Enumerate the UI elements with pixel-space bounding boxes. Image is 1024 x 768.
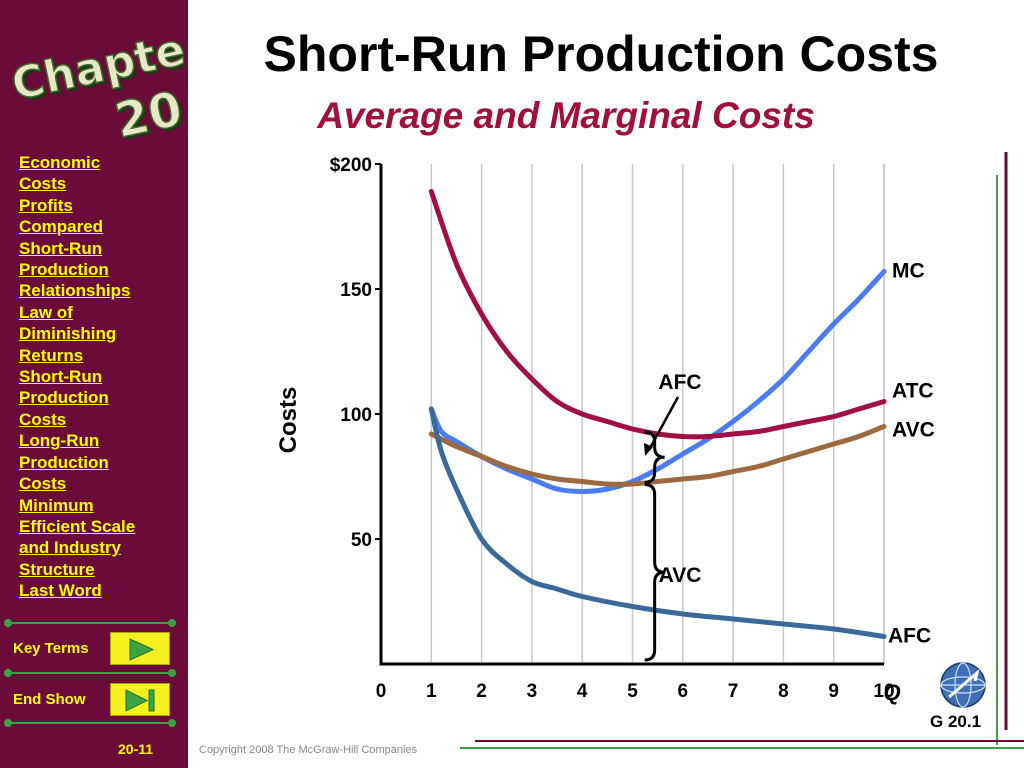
tick-labels: 0 1 2 3 4 5 6 7 8 9 10 $200 150 100 50 [330,155,895,702]
arrow-afc-line [647,396,680,451]
series-line-avc [428,424,887,487]
y-tick-label-50: 50 [351,530,372,551]
sidebar-item-short-run-production-relationships[interactable]: Short-Run Production Relationships [19,238,131,301]
sidebar-item-law-of-diminishing-returns[interactable]: Law of Diminishing Returns [19,302,117,365]
figure-id: G 20.1 [930,712,982,731]
grid [430,164,885,664]
annotation-label-avc-lower: AVC [659,564,702,587]
sidebar-nav: Economic Costs Profits Compared Short-Ru… [19,152,187,602]
sidebar: Chapter Chapter 20 20 Economic Costs Pro… [0,0,188,768]
x-tick-label-3: 3 [527,681,538,702]
x-tick-label-6: 6 [678,681,689,702]
y-axis-label: Costs [275,387,302,454]
sidebar-item-last-word[interactable]: Last Word [19,581,102,601]
sidebar-divider-middle [4,669,176,677]
y-tick-label-150: 150 [340,280,372,301]
series-line-mc [428,269,887,495]
brackets: AFC AVC [644,371,702,662]
x-tick-label-8: 8 [778,681,789,702]
x-tick-label-1: 1 [426,681,437,702]
globe-icon[interactable] [939,661,987,709]
chapter-number-group: 20 20 [109,80,184,144]
series-line-atc [428,189,887,440]
series-labels: MC ATC AVC AFC [888,260,935,648]
curves [428,189,887,639]
page-number: 20-11 [118,741,154,757]
x-tick-label-9: 9 [828,681,839,702]
key-terms-label: Key Terms [13,640,89,657]
slide-decorations [460,152,1024,749]
end-icon [125,689,155,712]
x-tick-label-7: 7 [728,681,739,702]
series-label-mc: MC [892,260,925,283]
x-tick-label-5: 5 [627,681,638,702]
copyright: Copyright 2008 The McGraw-Hill Companies [199,744,418,756]
sidebar-item-profits-compared[interactable]: Profits Compared [19,195,104,237]
x-tick-label-2: 2 [476,681,487,702]
play-icon [129,638,155,661]
sidebar-item-short-run-production-costs[interactable]: Short-Run Production Costs [19,367,109,429]
chapter-number: 20 [110,81,184,144]
sidebar-divider-bottom [4,719,176,727]
bracket-avc-lower [644,483,665,662]
sidebar-item-minimum-efficient-scale[interactable]: Minimum Efficient Scale and Industry Str… [19,495,136,579]
slide-subtitle: Average and Marginal Costs [317,95,815,136]
series-label-atc: ATC [892,380,934,403]
key-terms-button[interactable] [110,632,170,665]
x-tick-label-0: 0 [376,681,387,702]
series-label-avc: AVC [892,419,935,442]
x-tick-label-10: 10 [873,681,894,702]
annotation-label-afc-upper: AFC [658,371,701,394]
axes [375,163,884,666]
slide-title: Short-Run Production Costs [263,26,939,82]
sidebar-item-long-run-production-costs[interactable]: Long-Run Production Costs [19,431,109,494]
chapter-logo: Chapter Chapter 20 20 [7,19,184,144]
series-line-afc [428,406,887,639]
x-axis-label: Q [883,680,900,705]
series-label-afc: AFC [888,625,931,648]
y-tick-label-200: $200 [330,155,372,176]
sidebar-item-economic-costs[interactable]: Economic Costs [19,153,101,194]
x-tick-label-4: 4 [577,681,588,702]
y-tick-label-100: 100 [340,405,372,426]
end-show-button[interactable] [110,683,170,716]
sidebar-divider-top [4,619,176,627]
end-show-label: End Show [13,691,86,708]
arrow-afc-head [644,443,653,456]
bracket-afc-upper [644,430,665,484]
